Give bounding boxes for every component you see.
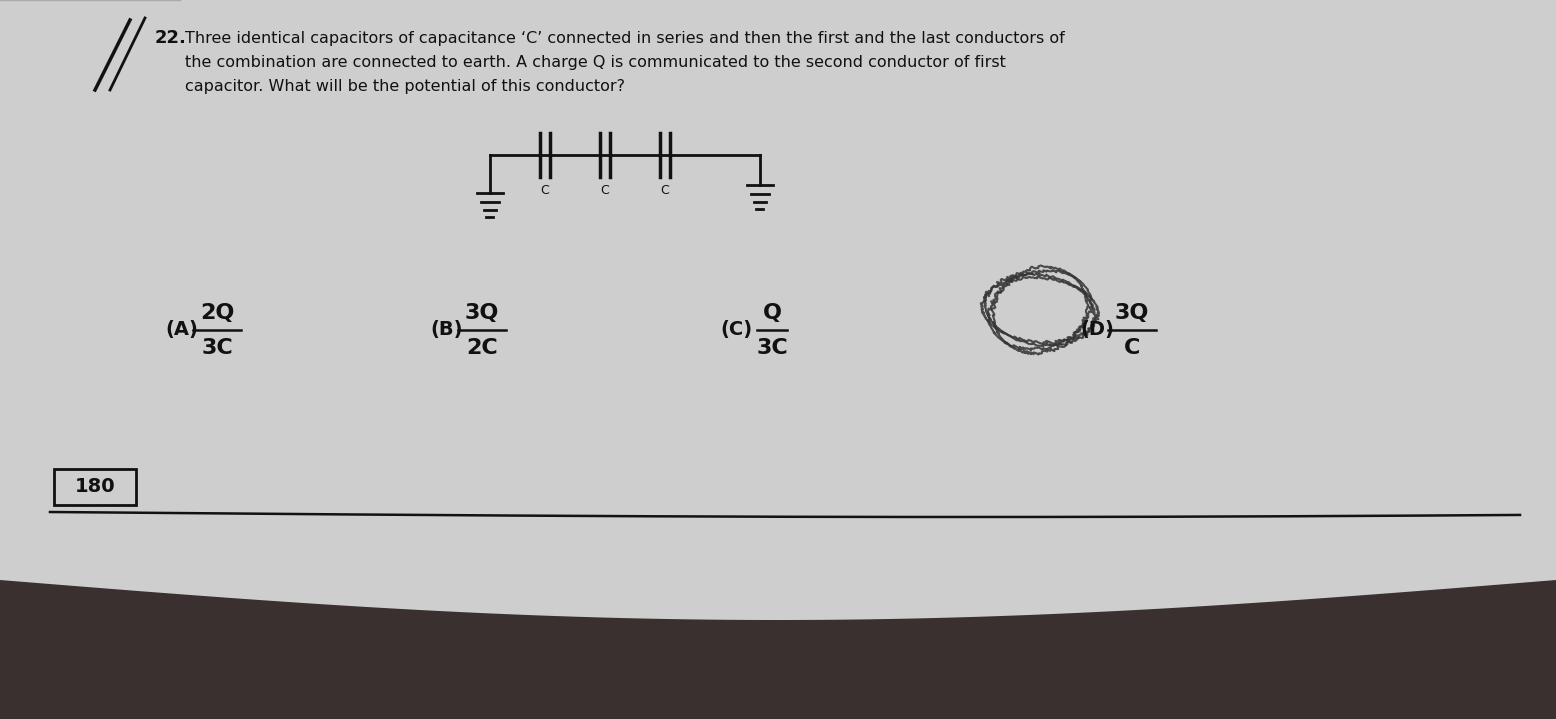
Text: Q: Q — [762, 303, 781, 323]
FancyBboxPatch shape — [54, 469, 135, 505]
Text: 3C: 3C — [201, 338, 233, 358]
Text: 2Q: 2Q — [199, 303, 235, 323]
Text: C: C — [1123, 338, 1141, 358]
Text: 3Q: 3Q — [465, 303, 499, 323]
Text: 22.: 22. — [156, 29, 187, 47]
Text: capacitor. What will be the potential of this conductor?: capacitor. What will be the potential of… — [185, 78, 626, 93]
Text: Three identical capacitors of capacitance ‘C’ connected in series and then the f: Three identical capacitors of capacitanc… — [185, 30, 1064, 45]
Text: 2C: 2C — [467, 338, 498, 358]
FancyBboxPatch shape — [0, 0, 1556, 580]
Text: (B): (B) — [429, 321, 462, 339]
Text: C: C — [540, 184, 549, 197]
Text: C: C — [601, 184, 610, 197]
Text: (A): (A) — [165, 321, 198, 339]
FancyBboxPatch shape — [0, 560, 1556, 719]
Text: 3C: 3C — [756, 338, 787, 358]
Text: the combination are connected to earth. A charge Q is communicated to the second: the combination are connected to earth. … — [185, 55, 1005, 70]
Text: (D): (D) — [1080, 321, 1114, 339]
Text: (C): (C) — [720, 321, 752, 339]
Text: 3Q: 3Q — [1114, 303, 1150, 323]
Text: 180: 180 — [75, 477, 115, 497]
Polygon shape — [0, 560, 1556, 620]
Text: C: C — [661, 184, 669, 197]
